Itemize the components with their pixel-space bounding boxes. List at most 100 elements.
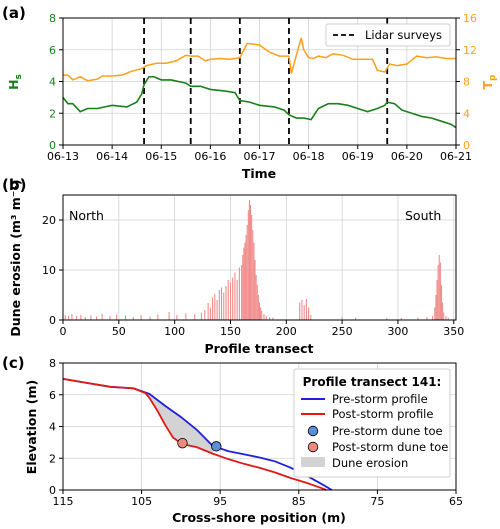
erosion-bar xyxy=(269,317,271,320)
panel-b-ylabel: Dune erosion (m³ m⁻¹) xyxy=(8,179,23,336)
legend-post-label: Post-storm profile xyxy=(332,407,433,421)
erosion-bar xyxy=(223,292,225,320)
erosion-bar xyxy=(238,267,240,320)
erosion-bar xyxy=(243,247,245,320)
tick-label-x: 06-13 xyxy=(47,150,79,163)
erosion-bar xyxy=(218,290,220,320)
erosion-bar xyxy=(250,205,252,320)
erosion-bar xyxy=(194,314,196,320)
tick-label-y: 4 xyxy=(49,421,56,434)
erosion-bar xyxy=(432,316,434,320)
legend-title: Profile transect 141: xyxy=(303,375,442,389)
erosion-bar xyxy=(221,287,223,320)
series-hs-line xyxy=(62,75,457,129)
tick-label-y-left: 4 xyxy=(49,76,56,89)
panel-a-ylabel-right: Tp xyxy=(480,74,498,90)
erosion-bar xyxy=(64,315,66,320)
tick-label-x: 200 xyxy=(276,325,297,338)
erosion-bar xyxy=(209,307,211,320)
tick-label-x: 250 xyxy=(332,325,353,338)
svg-text:Tp: Tp xyxy=(480,74,498,90)
erosion-bar xyxy=(254,260,256,320)
tick-label-y-right: 8 xyxy=(463,76,470,89)
tick-label-y-left: 0 xyxy=(49,139,56,152)
tick-label-x: 115 xyxy=(53,495,74,508)
erosion-bar xyxy=(445,316,447,320)
tick-label-y-right: 4 xyxy=(463,107,470,120)
erosion-bar xyxy=(216,300,218,320)
legend-post-toe-label: Post-storm dune toe xyxy=(332,440,448,454)
tick-label-x: 105 xyxy=(131,495,152,508)
erosion-bar xyxy=(185,313,187,320)
erosion-bar xyxy=(253,242,255,320)
svg-text:Elevation (m): Elevation (m) xyxy=(24,380,39,474)
erosion-bar xyxy=(438,255,440,320)
erosion-bar xyxy=(80,315,82,320)
legend-box-c xyxy=(293,368,451,478)
panel-c-xlabel: Cross-shore position (m) xyxy=(172,510,346,525)
tick-label-x: 300 xyxy=(387,325,408,338)
panel-b-xlabel: Profile transect xyxy=(204,341,313,356)
tick-label-x: 06-19 xyxy=(342,150,374,163)
erosion-bar xyxy=(68,316,70,320)
pre-storm-dune-toe-marker xyxy=(211,441,222,452)
erosion-bar xyxy=(436,280,438,320)
tick-label-x: 100 xyxy=(164,325,185,338)
series-tp-line xyxy=(63,37,456,82)
tick-label-x: 0 xyxy=(60,325,67,338)
tick-label-y: 8 xyxy=(49,357,56,370)
erosion-bar xyxy=(354,317,357,320)
erosion-bar xyxy=(251,215,253,320)
panel-c: (c) 115 105 95 85 75 65 0 2 4 6 8 Cross-shore posi… xyxy=(2,354,463,525)
erosion-bar xyxy=(229,282,232,320)
tick-label-y-right: 12 xyxy=(463,44,477,57)
erosion-bar xyxy=(244,242,246,320)
erosion-bar xyxy=(440,285,443,320)
erosion-bar xyxy=(255,275,257,320)
tick-label-x: 75 xyxy=(370,495,384,508)
tick-label-x: 06-21 xyxy=(440,150,472,163)
erosion-bar xyxy=(258,302,261,320)
erosion-bar xyxy=(90,315,92,320)
panel-b-frame xyxy=(62,194,457,321)
panel-c-label: (c) xyxy=(2,354,25,372)
tick-label-y: 0 xyxy=(49,314,56,327)
erosion-bar xyxy=(245,235,247,320)
erosion-bar xyxy=(248,200,250,320)
erosion-bar xyxy=(84,317,86,320)
tick-label-x: 95 xyxy=(213,495,227,508)
tick-label-x: 06-20 xyxy=(391,150,423,163)
erosion-bar xyxy=(214,294,216,320)
erosion-bar xyxy=(303,305,305,320)
tick-label-y-left: 2 xyxy=(49,107,56,120)
tick-label-x: 50 xyxy=(112,325,126,338)
erosion-bar xyxy=(227,280,229,320)
erosion-bar xyxy=(310,315,312,320)
legend-lidar-label: Lidar surveys xyxy=(365,28,442,42)
erosion-bar xyxy=(95,316,98,320)
tick-label-y: 0 xyxy=(49,484,56,497)
erosion-bar xyxy=(400,318,402,320)
panel-b-label: (b) xyxy=(2,176,26,194)
erosion-bar xyxy=(225,286,227,320)
svg-text:Dune erosion (m³ m⁻¹): Dune erosion (m³ m⁻¹) xyxy=(8,179,23,336)
erosion-bar xyxy=(109,316,111,320)
panel-a-label: (a) xyxy=(2,4,26,22)
tick-label-y-right: 16 xyxy=(463,12,477,25)
erosion-bar xyxy=(386,318,388,320)
erosion-bar xyxy=(149,316,151,320)
tick-label-x: 06-15 xyxy=(145,150,177,163)
erosion-bar xyxy=(426,317,428,320)
erosion-bar xyxy=(265,316,267,320)
erosion-bar xyxy=(256,285,258,320)
erosion-bar xyxy=(263,314,265,320)
erosion-bar xyxy=(246,225,248,320)
erosion-bar xyxy=(434,307,436,320)
tick-label-y: 10 xyxy=(42,264,56,277)
erosion-bar xyxy=(207,303,209,320)
tick-label-y: 20 xyxy=(42,214,56,227)
panel-a: (a) 06-13 06-14 06-15 06-16 06-17 06-18 06-19 0… xyxy=(2,4,498,181)
erosion-bar xyxy=(71,314,73,320)
panel-c-legend: Profile transect 141: Pre-storm profile … xyxy=(293,368,451,478)
tick-label-y: 6 xyxy=(49,389,56,402)
